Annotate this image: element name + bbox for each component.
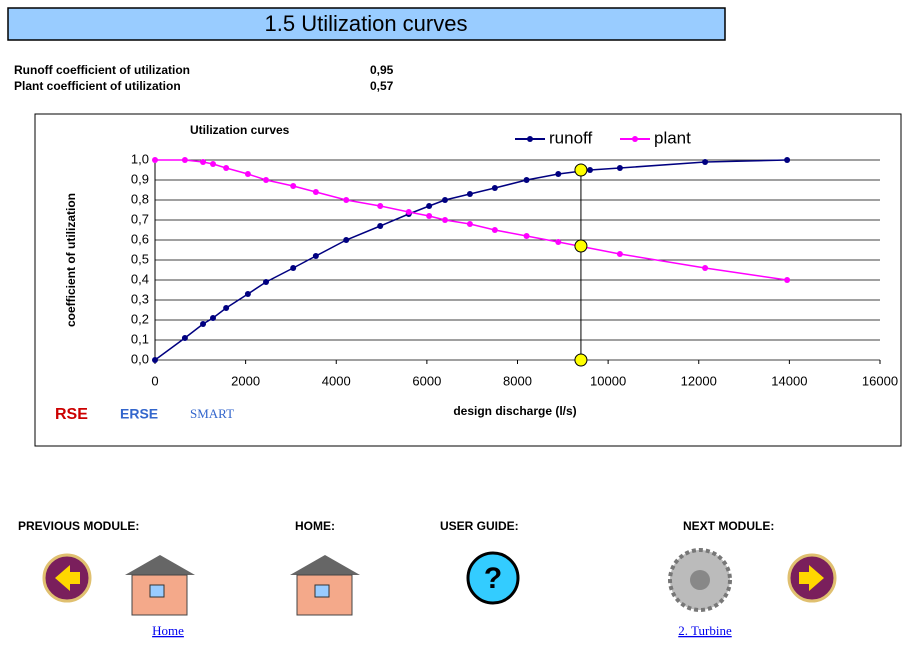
point	[244, 171, 251, 177]
turbine-icon[interactable]	[668, 548, 732, 612]
point	[290, 265, 297, 271]
svg-text:?: ?	[484, 562, 502, 595]
y-tick-label: 1,0	[131, 151, 149, 166]
y-tick-label: 0,4	[131, 271, 149, 286]
point	[343, 197, 350, 203]
home-icon[interactable]	[125, 555, 195, 616]
point	[223, 305, 230, 311]
point	[442, 197, 448, 203]
legend-label: runoff	[549, 128, 592, 147]
point	[523, 233, 530, 239]
point	[312, 253, 319, 259]
point	[263, 279, 270, 285]
x-tick-label: 4000	[322, 373, 351, 388]
point	[616, 165, 623, 171]
point	[377, 223, 384, 229]
nav-label: NEXT MODULE:	[683, 519, 774, 533]
chart-title: Utilization curves	[190, 123, 290, 137]
point	[523, 177, 530, 183]
point	[466, 221, 473, 227]
nav-label: HOME:	[295, 519, 335, 533]
marker-point	[574, 239, 588, 253]
point	[555, 171, 562, 177]
x-tick-label: 16000	[862, 373, 898, 388]
point	[152, 357, 158, 363]
point	[784, 157, 791, 163]
logo: SMART	[190, 406, 234, 421]
y-axis-label: coefficient of utilization	[64, 193, 78, 327]
y-tick-label: 0,2	[131, 311, 149, 326]
point	[587, 167, 593, 173]
point	[200, 159, 207, 165]
legend-label: plant	[654, 128, 691, 147]
nav-label: USER GUIDE:	[440, 519, 519, 533]
coef-value: 0,95	[370, 63, 394, 77]
point	[181, 157, 188, 163]
point	[426, 213, 433, 219]
point	[290, 183, 297, 189]
point	[223, 165, 230, 171]
nav-label: PREVIOUS MODULE:	[18, 519, 139, 533]
x-tick-label: 10000	[590, 373, 626, 388]
point	[491, 185, 498, 191]
point	[244, 291, 251, 297]
x-tick-label: 12000	[681, 373, 717, 388]
home-icon[interactable]	[290, 555, 360, 616]
point	[784, 277, 791, 283]
coef-value: 0,57	[370, 79, 394, 93]
point	[312, 189, 319, 195]
logo: ERSE	[120, 406, 158, 422]
marker-point	[574, 163, 588, 177]
help-icon[interactable]: ?	[466, 551, 520, 605]
x-axis-label: design discharge (l/s)	[453, 404, 576, 418]
point	[442, 217, 448, 223]
y-tick-label: 0,1	[131, 331, 149, 346]
x-tick-label: 14000	[771, 373, 807, 388]
point	[616, 251, 623, 257]
line	[154, 159, 788, 361]
next-link[interactable]: 2. Turbine	[678, 623, 732, 638]
y-tick-label: 0,8	[131, 191, 149, 206]
y-tick-label: 0,0	[131, 351, 149, 366]
point	[405, 209, 412, 215]
y-tick-label: 0,6	[131, 231, 149, 246]
point	[426, 203, 433, 209]
point	[343, 237, 350, 243]
point	[181, 335, 188, 341]
coef-label: Plant coefficient of utilization	[14, 79, 181, 93]
x-tick-label: 6000	[412, 373, 441, 388]
point	[210, 315, 216, 321]
y-tick-label: 0,3	[131, 291, 149, 306]
point	[491, 227, 498, 233]
marker-point	[574, 353, 588, 367]
title-bar	[7, 7, 726, 41]
y-tick-label: 0,9	[131, 171, 149, 186]
home-link[interactable]: Home	[152, 623, 184, 638]
point	[702, 159, 709, 165]
point	[263, 177, 270, 183]
y-tick-label: 0,5	[131, 251, 149, 266]
x-tick-label: 2000	[231, 373, 260, 388]
page-title: 1.5 Utilization curves	[265, 11, 468, 36]
coef-label: Runoff coefficient of utilization	[14, 63, 190, 77]
logo: RSE	[55, 406, 88, 423]
point	[152, 157, 158, 163]
point	[555, 239, 562, 245]
point	[466, 191, 473, 197]
y-tick-label: 0,7	[131, 211, 149, 226]
next-button[interactable]	[787, 553, 837, 603]
legend-dot	[632, 136, 638, 142]
point	[210, 161, 216, 167]
legend-dot	[527, 136, 533, 142]
point	[702, 265, 709, 271]
x-tick-label: 0	[151, 373, 158, 388]
point	[377, 203, 384, 209]
point	[200, 321, 207, 327]
x-tick-label: 8000	[503, 373, 532, 388]
prev-button[interactable]	[42, 553, 92, 603]
